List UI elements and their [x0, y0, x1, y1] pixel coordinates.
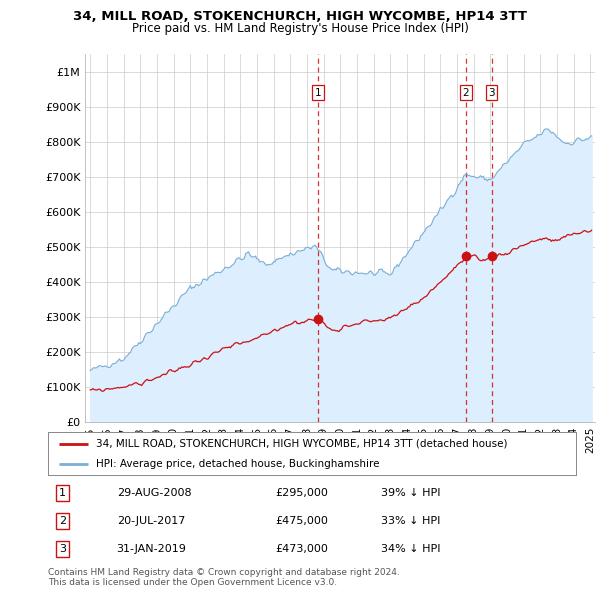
Text: 34, MILL ROAD, STOKENCHURCH, HIGH WYCOMBE, HP14 3TT (detached house): 34, MILL ROAD, STOKENCHURCH, HIGH WYCOMB… — [95, 439, 507, 449]
Text: 33% ↓ HPI: 33% ↓ HPI — [380, 516, 440, 526]
Text: 1: 1 — [59, 488, 66, 498]
Text: 39% ↓ HPI: 39% ↓ HPI — [380, 488, 440, 498]
Text: 3: 3 — [59, 544, 66, 554]
Text: 31-JAN-2019: 31-JAN-2019 — [116, 544, 187, 554]
Text: 3: 3 — [488, 88, 495, 98]
Text: 34% ↓ HPI: 34% ↓ HPI — [380, 544, 440, 554]
Text: £475,000: £475,000 — [275, 516, 328, 526]
Text: £295,000: £295,000 — [275, 488, 328, 498]
Text: 2: 2 — [463, 88, 469, 98]
Text: Price paid vs. HM Land Registry's House Price Index (HPI): Price paid vs. HM Land Registry's House … — [131, 22, 469, 35]
Text: 1: 1 — [314, 88, 321, 98]
Text: HPI: Average price, detached house, Buckinghamshire: HPI: Average price, detached house, Buck… — [95, 459, 379, 469]
Text: 2: 2 — [59, 516, 67, 526]
Text: £473,000: £473,000 — [275, 544, 328, 554]
Text: Contains HM Land Registry data © Crown copyright and database right 2024.
This d: Contains HM Land Registry data © Crown c… — [48, 568, 400, 587]
Text: 20-JUL-2017: 20-JUL-2017 — [116, 516, 185, 526]
Text: 29-AUG-2008: 29-AUG-2008 — [116, 488, 191, 498]
Text: 34, MILL ROAD, STOKENCHURCH, HIGH WYCOMBE, HP14 3TT: 34, MILL ROAD, STOKENCHURCH, HIGH WYCOMB… — [73, 10, 527, 23]
